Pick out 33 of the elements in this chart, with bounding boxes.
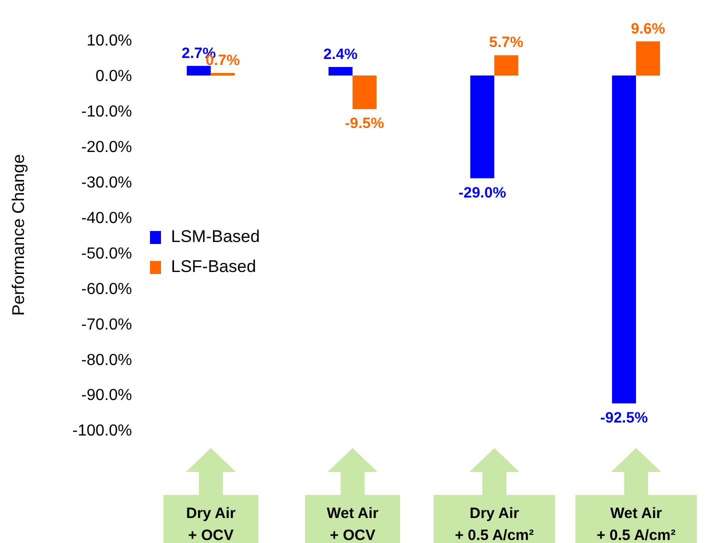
data-label: 9.6% [630,20,666,38]
y-tick-label: -70.0% [81,316,132,334]
y-tick-label: -10.0% [81,104,132,121]
data-label: 2.4% [323,46,358,63]
data-label: -9.5% [344,115,384,132]
y-tick-label: -50.0% [81,245,132,262]
y-tick-label: -100.0% [72,422,132,440]
bar [636,41,660,76]
y-tick-label: 0.0% [96,68,132,86]
bar [612,75,636,404]
y-tick-label: -90.0% [81,387,132,404]
legend-label: LSM-Based [171,227,260,247]
bar [352,75,377,110]
x-tick-label: Wet Air + 0.5 A/cm² [596,505,676,543]
x-tick-label: Dry Air + OCV [186,505,236,543]
y-tick-label: -20.0% [81,139,132,156]
data-label: 5.7% [489,34,524,52]
y-tick-label: 10.0% [86,32,132,50]
legend-label: LSF-Based [171,257,256,277]
bar [210,72,235,76]
data-label: -29.0% [458,184,506,202]
y-axis-title: Performance Change [9,154,28,316]
y-tick-label: -60.0% [81,280,132,298]
bar [494,55,518,76]
y-tick-label: -30.0% [81,174,132,192]
y-tick-label: -80.0% [81,352,132,369]
bar [186,66,211,76]
bar [328,66,353,76]
x-tick-label: Wet Air + OCV [326,505,379,543]
x-tick-label: Dry Air + 0.5 A/cm² [454,505,534,543]
y-tick-label: -40.0% [81,210,132,227]
data-label: -92.5% [600,409,648,426]
bar [470,75,494,178]
